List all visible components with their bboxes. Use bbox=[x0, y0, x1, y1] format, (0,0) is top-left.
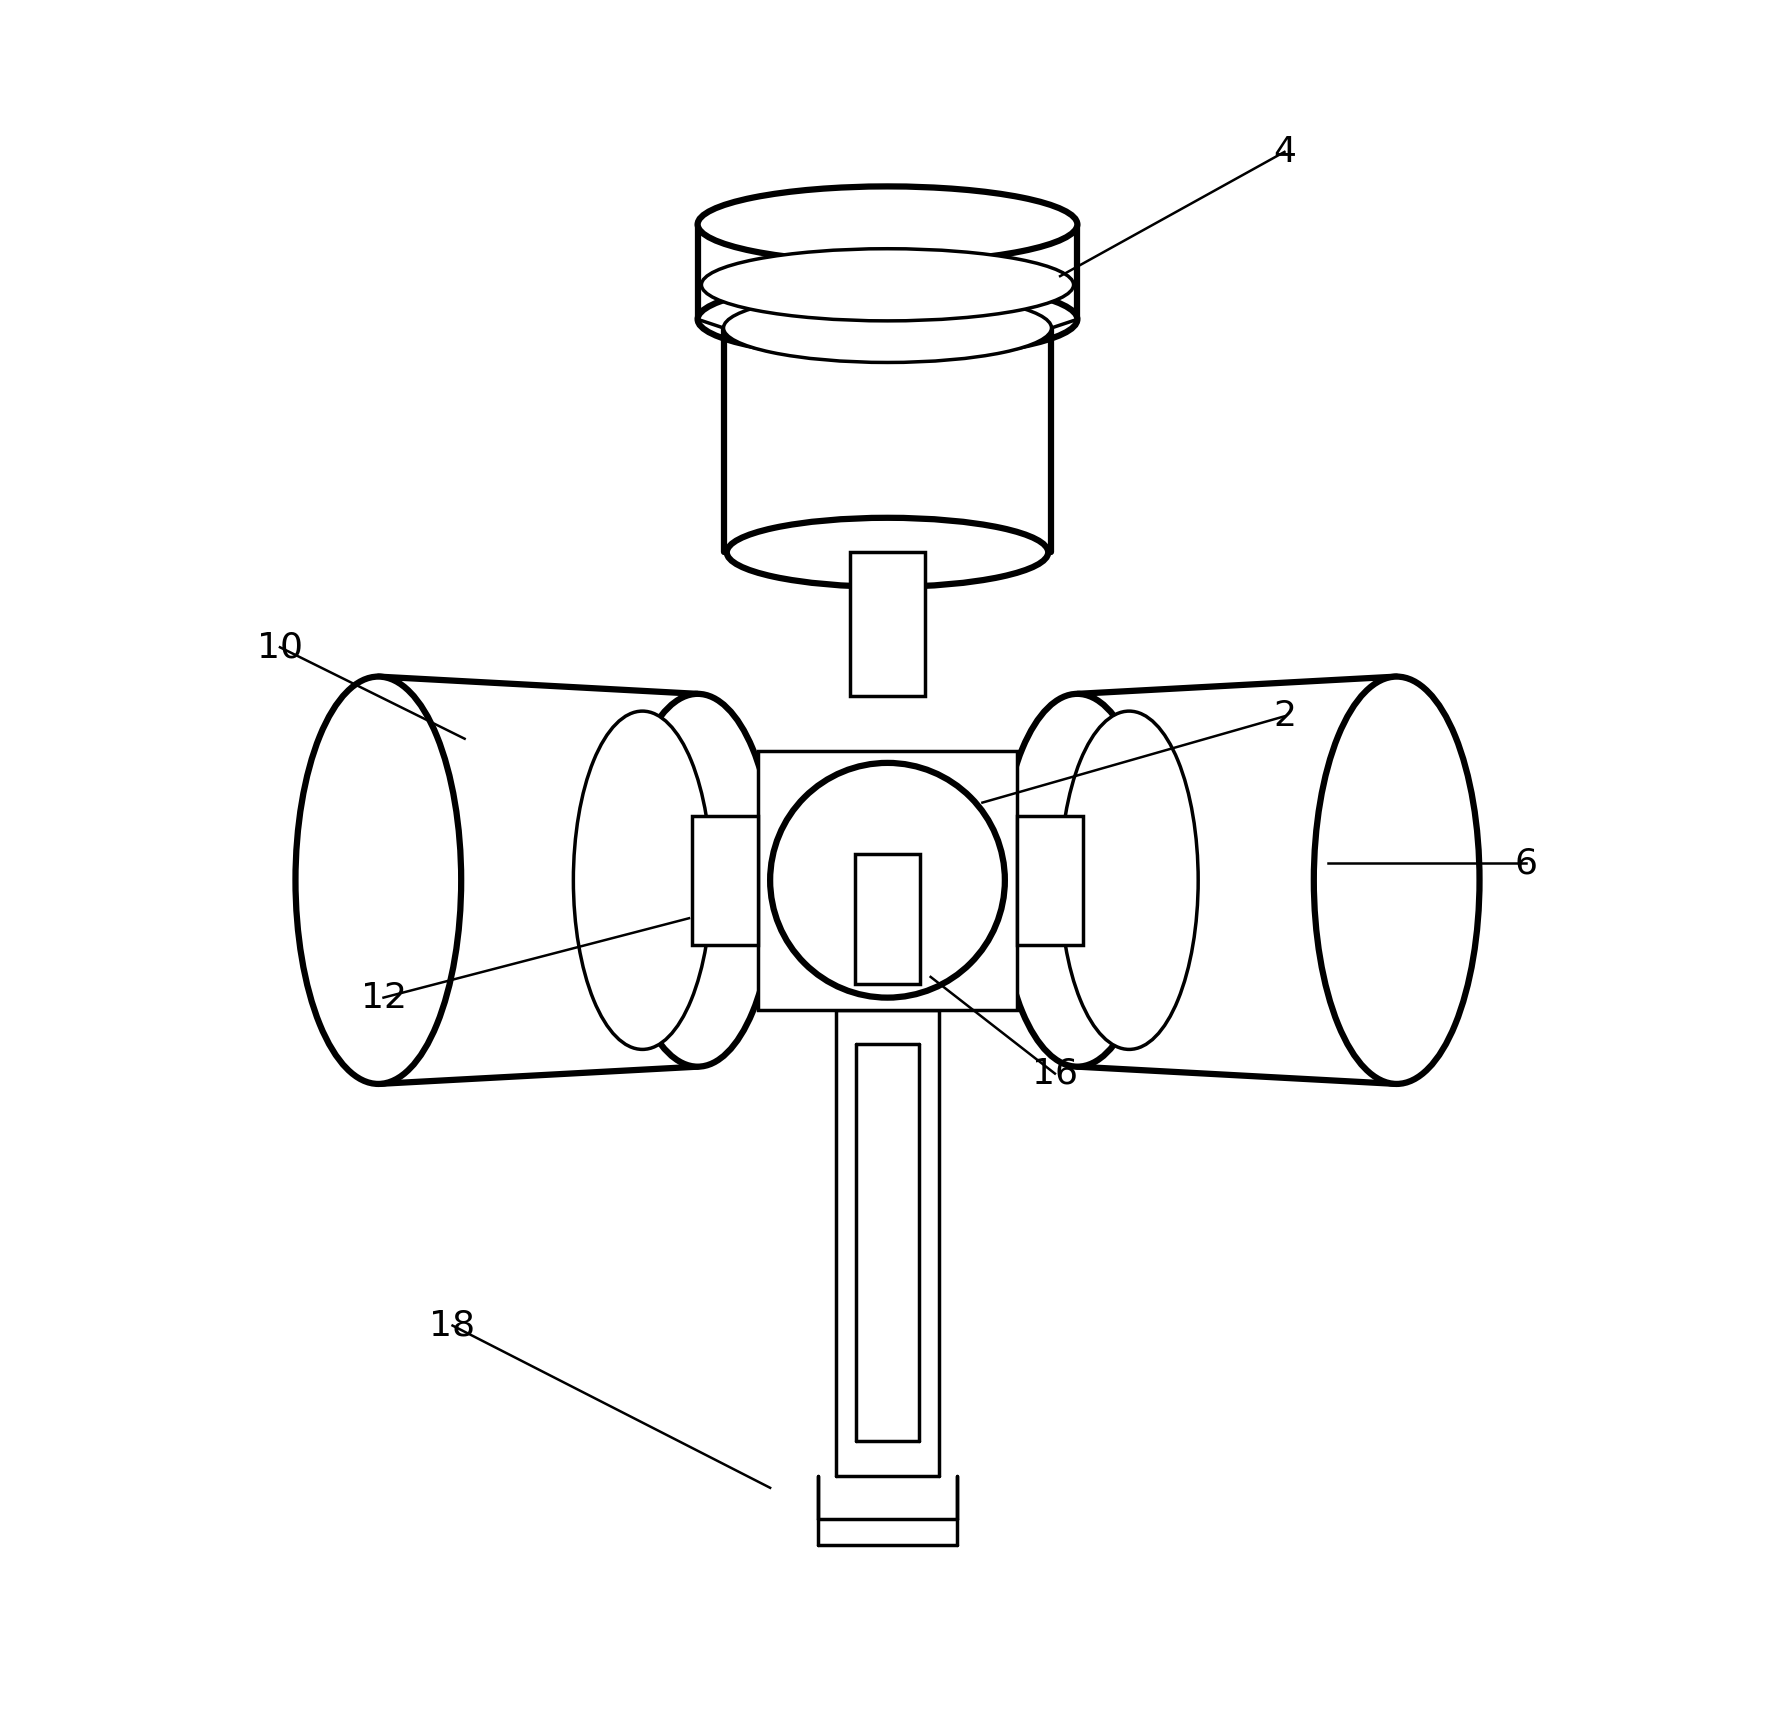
Text: 12: 12 bbox=[360, 980, 406, 1015]
Text: 18: 18 bbox=[430, 1308, 476, 1343]
Text: 10: 10 bbox=[257, 630, 304, 665]
Text: 6: 6 bbox=[1514, 846, 1537, 880]
Ellipse shape bbox=[770, 763, 1005, 998]
Text: 16: 16 bbox=[1031, 1056, 1077, 1091]
Ellipse shape bbox=[726, 518, 1049, 587]
Text: 4: 4 bbox=[1273, 135, 1296, 169]
Ellipse shape bbox=[295, 677, 462, 1084]
Ellipse shape bbox=[573, 711, 712, 1049]
Bar bbox=[850, 552, 925, 696]
Ellipse shape bbox=[701, 249, 1074, 321]
Text: 2: 2 bbox=[1273, 699, 1296, 734]
Ellipse shape bbox=[1314, 677, 1480, 1084]
Ellipse shape bbox=[999, 694, 1156, 1067]
Bar bbox=[758, 751, 1017, 1010]
Ellipse shape bbox=[698, 281, 1077, 357]
Ellipse shape bbox=[724, 293, 1051, 362]
Bar bbox=[856, 854, 919, 984]
Ellipse shape bbox=[1060, 711, 1198, 1049]
Bar bbox=[1017, 816, 1083, 946]
Bar bbox=[692, 816, 758, 946]
Ellipse shape bbox=[698, 186, 1077, 262]
Ellipse shape bbox=[619, 694, 776, 1067]
